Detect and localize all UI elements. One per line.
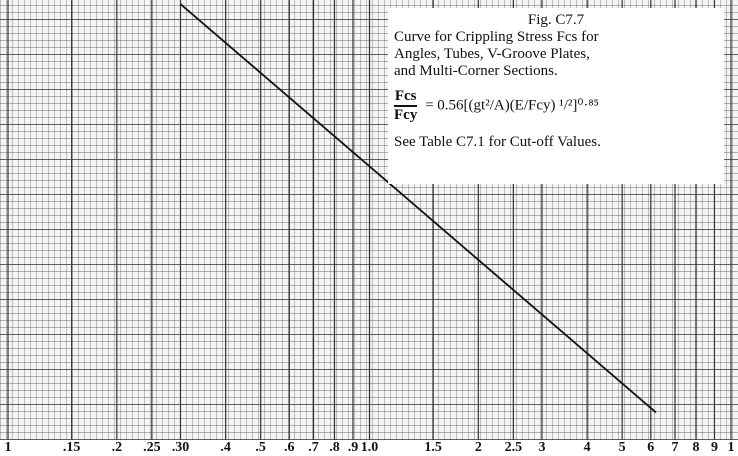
x-tick-label: .5 [255,440,266,455]
x-tick-label: 1 [5,440,12,455]
formula-expression: = 0.56[(gt²/A)(E/Fcy) ¹/²]⁰·⁸⁵ [425,97,599,114]
x-tick-label: 7 [672,440,679,455]
fraction: Fcs Fcy [394,88,418,124]
figure-label: Fig. C7.7 [527,12,585,28]
x-tick-label: 5 [619,440,626,455]
x-tick-label: 9 [711,440,718,455]
x-tick-label: 3 [538,440,545,455]
denominator: Fcy [394,107,418,123]
annotation-box: Fig. C7.7 Curve for Crippling Stress Fcs… [388,8,724,184]
x-tick-label: 2 [475,440,482,455]
note: See Table C7.1 for Cut-off Values. [394,134,601,150]
x-tick-label: 1.0 [361,440,379,455]
numerator: Fcs [394,88,418,107]
caption-line: Curve for Crippling Stress Fcs for [394,29,599,45]
x-tick-label: .15 [63,440,81,455]
curve [179,3,657,414]
x-tick-label: .8 [329,440,340,455]
x-tick-label: 8 [692,440,699,455]
x-tick-label: 2.5 [505,440,523,455]
x-tick-label: .7 [308,440,319,455]
x-tick-label: .2 [112,440,123,455]
x-tick-label: .6 [284,440,295,455]
formula: Fcs Fcy = 0.56[(gt²/A)(E/Fcy) ¹/²]⁰·⁸⁵ [394,88,718,124]
x-tick-label: 4 [584,440,591,455]
x-tick-label: .25 [143,440,161,455]
x-tick-label: .9 [348,440,359,455]
x-tick-label: 1.5 [424,440,442,455]
x-tick-label: 6 [647,440,654,455]
x-tick-label: .4 [220,440,231,455]
caption-line: and Multi-Corner Sections. [394,63,558,79]
caption-line: Angles, Tubes, V-Groove Plates, [394,46,590,62]
x-tick-label: .30 [172,440,190,455]
x-tick-label: 1 [728,440,735,455]
